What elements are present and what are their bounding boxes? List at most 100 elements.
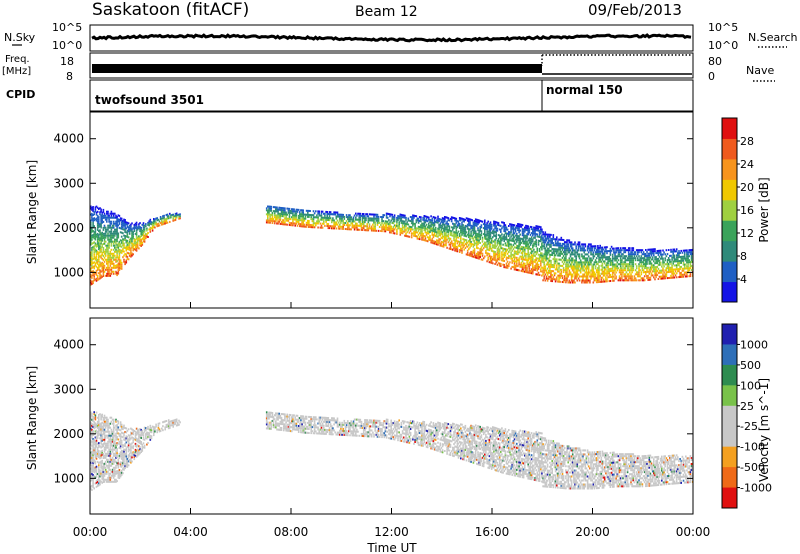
- heatmap-cell: [473, 256, 476, 259]
- heatmap-cell: [135, 229, 138, 232]
- heatmap-cell: [392, 222, 395, 225]
- heatmap-cell: [595, 279, 598, 282]
- heatmap-cell: [599, 244, 601, 247]
- heatmap-cell: [369, 213, 372, 216]
- heatmap-cell: [576, 261, 579, 264]
- heatmap-cell: [559, 258, 561, 261]
- heatmap-cell: [461, 243, 463, 246]
- heatmap-cell: [131, 244, 133, 247]
- heatmap-cell: [585, 253, 588, 256]
- heatmap-cell: [431, 241, 434, 244]
- heatmap-cell: [570, 251, 573, 254]
- heatmap-cell: [650, 266, 653, 269]
- heatmap-cell: [545, 251, 548, 254]
- heatmap-cell: [94, 442, 97, 445]
- heatmap-cell: [586, 267, 589, 270]
- heatmap-cell: [651, 248, 654, 251]
- heatmap-cell: [627, 255, 630, 258]
- heatmap-cell: [119, 251, 122, 254]
- heatmap-cell: [525, 258, 527, 261]
- heatmap-cell: [552, 244, 555, 247]
- heatmap-cell: [410, 222, 413, 225]
- heatmap-cell: [436, 243, 438, 246]
- heatmap-cell: [679, 256, 681, 258]
- heatmap-cell: [574, 271, 576, 274]
- heatmap-cell: [414, 223, 416, 225]
- heatmap-cell: [98, 462, 100, 465]
- heatmap-cell: [92, 442, 94, 444]
- heatmap-cell: [412, 222, 414, 225]
- heatmap-cell: [312, 216, 315, 219]
- heatmap-cell: [549, 267, 551, 270]
- heatmap-cell: [689, 263, 692, 266]
- heatmap-cell: [94, 264, 97, 267]
- heatmap-cell: [654, 248, 656, 251]
- heatmap-cell: [583, 269, 585, 272]
- heatmap-cell: [109, 222, 112, 225]
- heatmap-cell: [454, 225, 456, 228]
- heatmap-cell: [602, 256, 605, 259]
- heatmap-cell: [645, 255, 647, 257]
- heatmap-cell: [619, 249, 622, 252]
- heatmap-cell: [543, 275, 545, 278]
- heatmap-cell: [128, 244, 131, 247]
- heatmap-cell: [347, 218, 349, 221]
- heatmap-cell: [598, 260, 600, 263]
- freq-strip: Freq. [MHz] 18 8 80 0 Nave: [2, 52, 775, 83]
- heatmap-cell: [115, 224, 117, 227]
- heatmap-cell: [313, 212, 316, 215]
- heatmap-cell: [472, 227, 475, 230]
- heatmap-cell: [529, 255, 532, 258]
- heatmap-cell: [629, 259, 631, 262]
- heatmap-cell: [94, 244, 97, 247]
- heatmap-cell: [301, 215, 303, 218]
- heatmap-cell: [135, 247, 138, 250]
- heatmap-cell: [602, 252, 605, 255]
- heatmap-cell: [571, 269, 574, 272]
- heatmap-cell: [450, 234, 453, 237]
- heatmap-cell: [375, 213, 378, 216]
- heatmap-cell: [508, 241, 510, 243]
- heatmap-cell: [522, 256, 525, 259]
- heatmap-cell: [501, 233, 503, 236]
- heatmap-cell: [372, 227, 374, 230]
- heatmap-cell: [91, 236, 93, 239]
- heatmap-cell: [582, 255, 584, 258]
- heatmap-cell: [601, 272, 604, 275]
- heatmap-cell: [590, 243, 592, 246]
- heatmap-cell: [598, 256, 600, 259]
- heatmap-cell: [613, 269, 615, 272]
- heatmap-cell: [541, 246, 543, 249]
- heatmap-cell: [94, 272, 97, 275]
- heatmap-cell: [690, 259, 693, 261]
- heatmap-cell: [93, 277, 95, 280]
- heatmap-cell: [283, 209, 285, 212]
- heatmap-cell: [566, 279, 568, 282]
- heatmap-cell: [399, 217, 402, 220]
- heatmap-cell: [518, 251, 520, 254]
- heatmap-cell: [584, 257, 587, 260]
- heatmap-cell: [296, 220, 299, 223]
- heatmap-cell: [142, 232, 145, 235]
- heatmap-cell: [630, 273, 632, 276]
- heatmap-cell: [101, 263, 103, 266]
- heatmap-cell: [559, 254, 561, 257]
- heatmap-cell: [109, 268, 112, 271]
- heatmap-cell: [385, 216, 388, 219]
- heatmap-cell: [493, 256, 495, 259]
- heatmap-cell: [503, 238, 505, 240]
- heatmap-cell: [598, 271, 600, 273]
- heatmap-cell: [673, 260, 676, 263]
- heatmap-cell: [591, 249, 593, 252]
- heatmap-cell: [690, 249, 693, 251]
- heatmap-cell: [524, 242, 526, 245]
- heatmap-cell: [98, 258, 100, 261]
- heatmap-cell: [133, 224, 136, 226]
- heatmap-cell: [384, 230, 387, 233]
- heatmap-cell: [323, 222, 325, 225]
- heatmap-cell: [461, 217, 463, 220]
- heatmap-cell: [366, 229, 368, 232]
- heatmap-cell: [591, 271, 593, 274]
- heatmap-cell: [452, 222, 454, 225]
- heatmap-cell: [120, 261, 123, 264]
